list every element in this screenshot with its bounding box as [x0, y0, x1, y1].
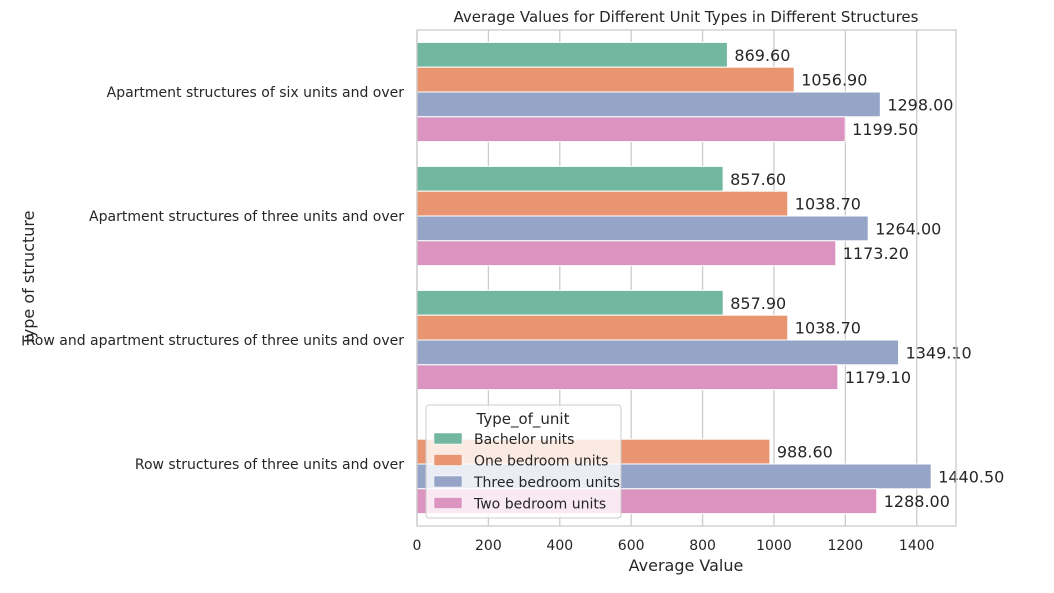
data-label: 1038.70	[795, 319, 861, 338]
data-label: 1264.00	[875, 219, 941, 238]
bar	[416, 215, 869, 242]
data-label: 1038.70	[795, 195, 861, 214]
x-tick-label: 0	[413, 538, 422, 554]
y-category-label: Row and apartment structures of three un…	[26, 333, 405, 349]
legend-box	[425, 404, 622, 519]
legend-label: Two bedroom units	[473, 497, 606, 513]
bar	[416, 314, 789, 341]
x-tick-label: 1400	[899, 538, 935, 554]
bar	[416, 41, 728, 68]
bar	[416, 240, 837, 267]
legend-swatch	[433, 497, 463, 509]
legend-swatch	[433, 432, 463, 445]
bar	[416, 339, 900, 366]
y-category-label: Row structures of three units and over	[135, 457, 404, 473]
bar	[416, 289, 724, 316]
x-tick-labels: 0 200 400 600 800 1000 1200 1400	[413, 538, 935, 554]
x-tick-label: 1200	[828, 538, 864, 554]
y-category-label: Apartment structures of three units and …	[89, 209, 404, 225]
bar	[416, 165, 724, 192]
legend-title: Type_of_unit	[476, 410, 570, 429]
y-category-label: Apartment structures of six units and ov…	[107, 85, 405, 101]
legend-label: One bedroom units	[474, 454, 608, 470]
data-label: 857.90	[730, 294, 786, 313]
y-axis-title: Type of structure	[19, 211, 38, 347]
x-axis-title: Average Value	[629, 556, 744, 575]
data-label: 1056.90	[801, 71, 867, 90]
bar	[416, 116, 846, 143]
legend-label: Three bedroom units	[473, 475, 620, 491]
data-label: 1179.10	[845, 368, 911, 387]
x-tick-label: 600	[618, 538, 645, 554]
data-label: 1298.00	[887, 95, 953, 114]
data-label: 988.60	[777, 443, 833, 462]
data-label: 1199.50	[852, 120, 918, 139]
y-category-labels: Apartment structures of six units and ov…	[26, 85, 405, 473]
bar	[416, 364, 839, 391]
plot-frame	[416, 29, 957, 527]
bar	[416, 91, 881, 118]
data-label: 1440.50	[938, 467, 1004, 486]
x-tick-label: 400	[546, 538, 573, 554]
x-tick-label: 800	[689, 538, 716, 554]
legend-swatch	[433, 454, 463, 466]
legend-swatch	[433, 475, 463, 488]
data-labels: 869.60 1056.90 1298.00 1199.50 857.60 1038.70…	[730, 46, 1004, 511]
legend-label: Bachelor units	[474, 432, 574, 448]
data-label: 857.60	[730, 170, 786, 189]
data-label: 869.60	[734, 46, 790, 65]
bar	[416, 190, 789, 217]
x-tick-label: 200	[475, 538, 502, 554]
bar	[416, 66, 795, 93]
chart-title: Average Values for Different Unit Types …	[454, 8, 919, 26]
data-label: 1173.20	[843, 244, 909, 263]
legend: Type_of_unit Bachelor units One bedroom u…	[425, 404, 622, 519]
data-label: 1349.10	[906, 343, 972, 362]
data-label: 1288.00	[884, 492, 950, 511]
x-tick-label: 1000	[756, 538, 792, 554]
